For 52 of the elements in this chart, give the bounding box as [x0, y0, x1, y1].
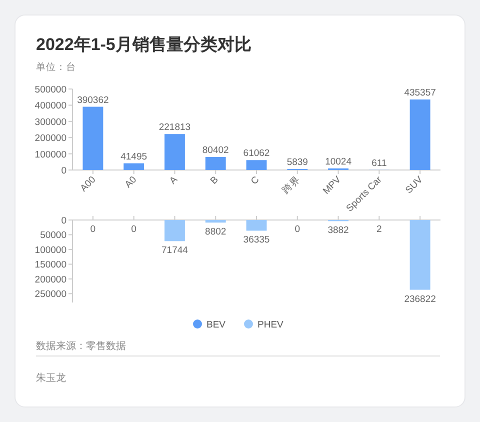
data-label: 221813 — [158, 122, 191, 134]
data-label: 10024 — [325, 156, 352, 168]
chart-subtitle: 单位：台 — [36, 61, 76, 73]
data-label: 611 — [372, 158, 387, 169]
chart-title: 2022年1-5月销售量分类对比 — [36, 35, 252, 54]
data-label: 71744 — [162, 245, 188, 256]
bar — [82, 106, 104, 170]
data-label: 5839 — [286, 157, 308, 168]
y-tick-label: 500000 — [34, 84, 66, 96]
data-label: 2 — [376, 224, 382, 235]
data-label: 390362 — [77, 94, 109, 106]
bar — [410, 99, 430, 170]
x-tick-label: C — [248, 174, 262, 187]
y-tick-label: 100000 — [34, 244, 66, 256]
y-tick-label: 400000 — [34, 100, 66, 112]
bar — [124, 163, 144, 170]
x-tick-label: A0 — [122, 174, 139, 190]
y-tick-label: 150000 — [34, 260, 66, 271]
data-label: 3882 — [328, 225, 349, 236]
bar — [246, 160, 267, 170]
y-tick-label: 100000 — [34, 149, 66, 160]
data-label: 80402 — [202, 144, 229, 156]
data-label: 435357 — [404, 87, 436, 98]
data-label: 8802 — [205, 226, 226, 238]
x-tick-label: 跨界 — [280, 174, 303, 196]
y-tick-label: 0 — [61, 216, 66, 226]
data-label: 36335 — [243, 234, 270, 246]
bar — [246, 220, 267, 231]
bar — [164, 220, 185, 242]
legend-label: PHEV — [258, 320, 284, 330]
y-tick-label: 300000 — [34, 116, 66, 128]
y-tick-label: 200000 — [34, 274, 66, 286]
text: 朱玉龙 — [36, 372, 66, 384]
y-tick-label: 50000 — [40, 230, 66, 242]
bar — [410, 220, 430, 290]
y-tick-label: 200000 — [34, 133, 66, 144]
bar — [164, 134, 185, 170]
data-label: 61062 — [243, 148, 270, 160]
source-note: 数据来源：零售数据 — [36, 340, 126, 352]
y-tick-label: 250000 — [34, 289, 66, 300]
bar — [205, 220, 226, 223]
x-tick-label: B — [208, 174, 221, 187]
y-tick-label: 0 — [61, 166, 66, 176]
x-tick-label: A — [168, 174, 180, 187]
legend-label: BEV — [206, 320, 226, 330]
bar — [205, 156, 226, 170]
data-label: 0 — [131, 224, 136, 235]
data-label: 236822 — [404, 294, 436, 305]
x-tick-label: A00 — [78, 174, 98, 194]
data-label: 0 — [294, 224, 300, 235]
data-label: 41495 — [120, 151, 148, 162]
data-label: 0 — [90, 224, 96, 235]
